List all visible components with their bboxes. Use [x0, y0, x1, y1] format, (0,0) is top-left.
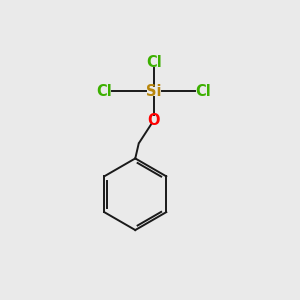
Text: O: O — [148, 113, 160, 128]
Text: Si: Si — [146, 84, 161, 99]
Text: Cl: Cl — [96, 84, 112, 99]
Text: Cl: Cl — [196, 84, 211, 99]
Text: Cl: Cl — [146, 55, 162, 70]
